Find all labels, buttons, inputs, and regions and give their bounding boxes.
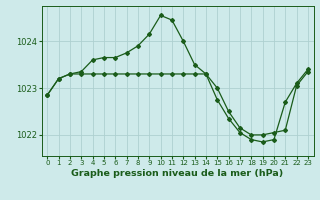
X-axis label: Graphe pression niveau de la mer (hPa): Graphe pression niveau de la mer (hPa) [71,169,284,178]
